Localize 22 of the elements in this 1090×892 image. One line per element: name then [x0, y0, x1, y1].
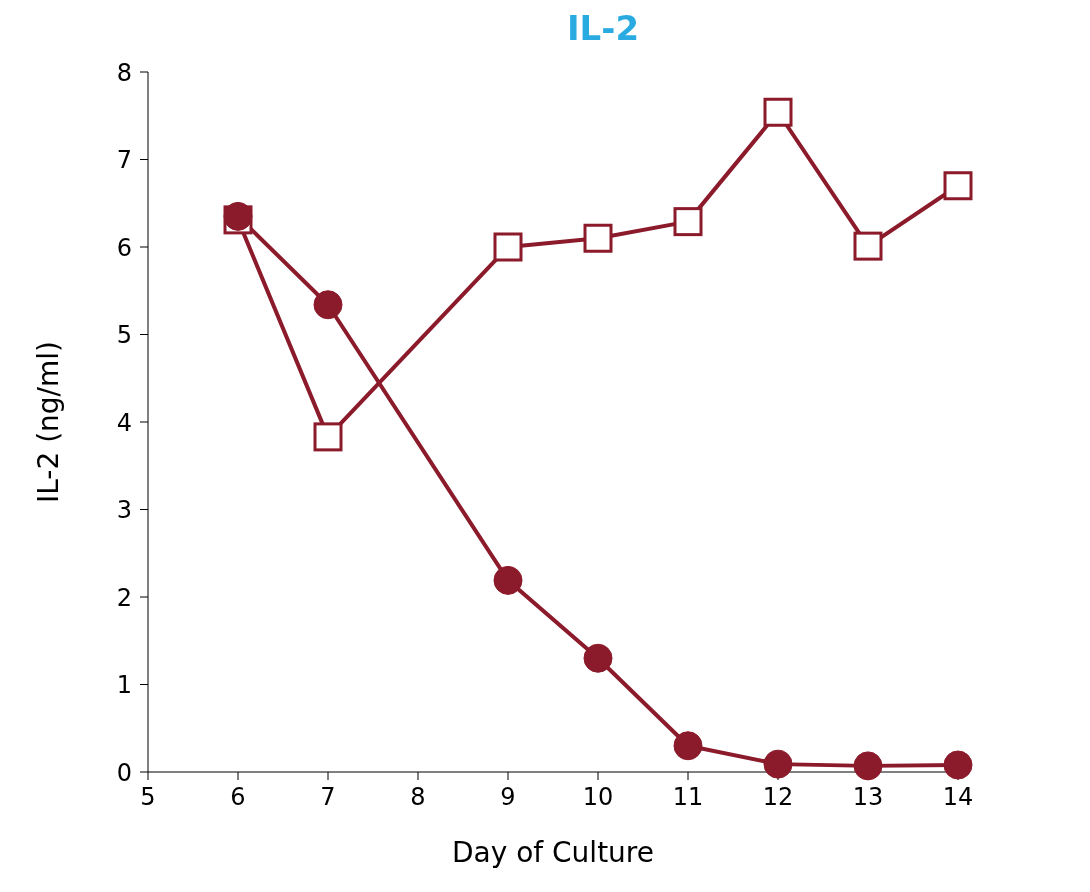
x-tick-label: 10 — [582, 783, 614, 812]
y-tick-label: 6 — [116, 233, 132, 262]
x-tick-label: 8 — [410, 783, 426, 812]
x-tick-label: 9 — [500, 783, 516, 812]
x-axis-title: Day of Culture — [451, 836, 655, 869]
x-tick-label: 5 — [140, 783, 156, 812]
x-tick-label: 12 — [762, 783, 794, 812]
y-tick-label: 3 — [116, 496, 132, 525]
x-tick-label: 11 — [672, 783, 704, 812]
x-tick-label: 7 — [320, 783, 336, 812]
chart-title: IL-2 — [565, 8, 641, 50]
y-tick-label: 8 — [116, 58, 132, 87]
y-tick-label: 2 — [116, 583, 132, 612]
x-tick-label: 6 — [230, 783, 246, 812]
y-tick-label: 1 — [116, 671, 132, 700]
y-tick-label: 4 — [116, 408, 132, 437]
y-axis-title: IL-2 (ng/ml) — [31, 340, 65, 504]
y-tick-label: 0 — [116, 758, 132, 787]
x-tick-label: 13 — [852, 783, 884, 812]
y-tick-label: 7 — [116, 146, 132, 175]
x-tick-label: 14 — [942, 783, 974, 812]
y-tick-label: 5 — [116, 321, 132, 350]
